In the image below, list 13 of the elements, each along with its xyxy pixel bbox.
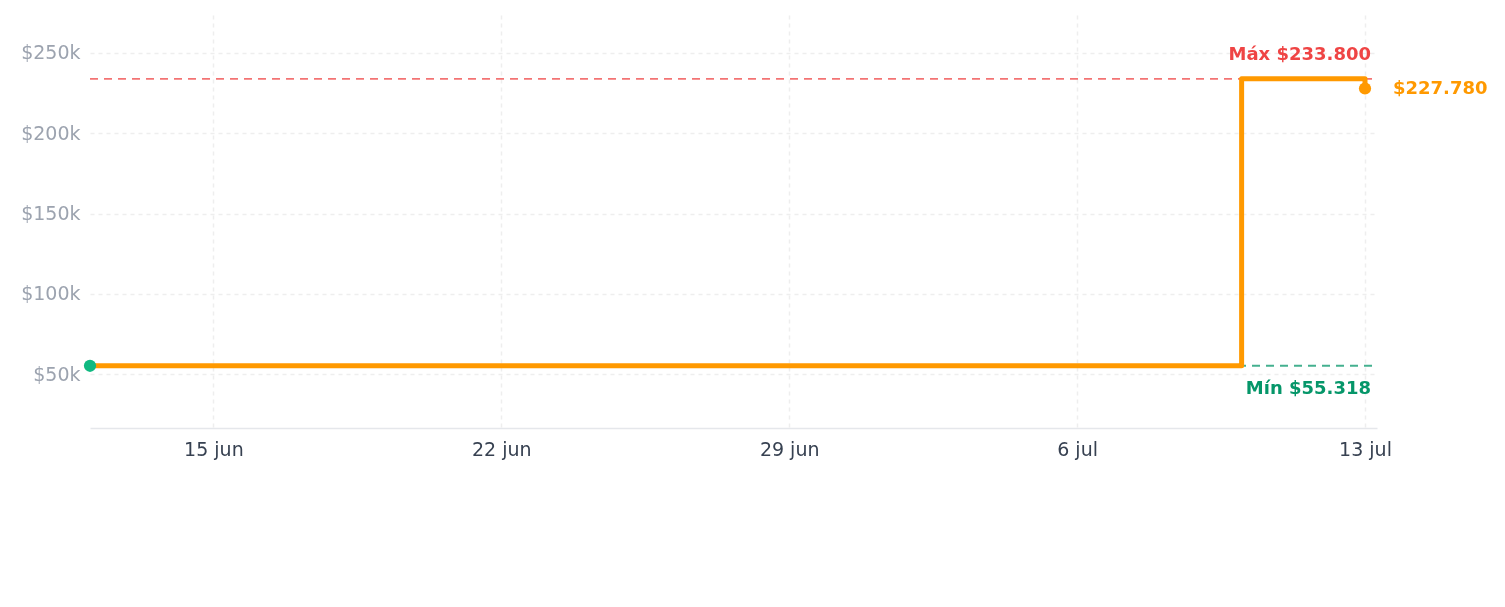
- y-tick-label: $50k: [33, 362, 81, 385]
- y-tick-label: $100k: [21, 282, 81, 305]
- x-tick-label: 13 jul: [1339, 437, 1392, 460]
- ref-line-label: Mín $55.318: [1245, 376, 1371, 398]
- x-tick-label: 15 jun: [184, 437, 244, 460]
- y-tick-label: $200k: [21, 121, 81, 144]
- ref-line-label: Máx $233.800: [1228, 42, 1371, 64]
- x-tick-label: 29 jun: [759, 437, 820, 460]
- y-tick-label: $250k: [21, 41, 81, 64]
- y-tick-label: $150k: [21, 202, 81, 225]
- x-tick-label: 22 jun: [471, 437, 532, 460]
- x-tick-label: 6 jul: [1057, 437, 1098, 460]
- data-label: $227.780: [1393, 76, 1488, 98]
